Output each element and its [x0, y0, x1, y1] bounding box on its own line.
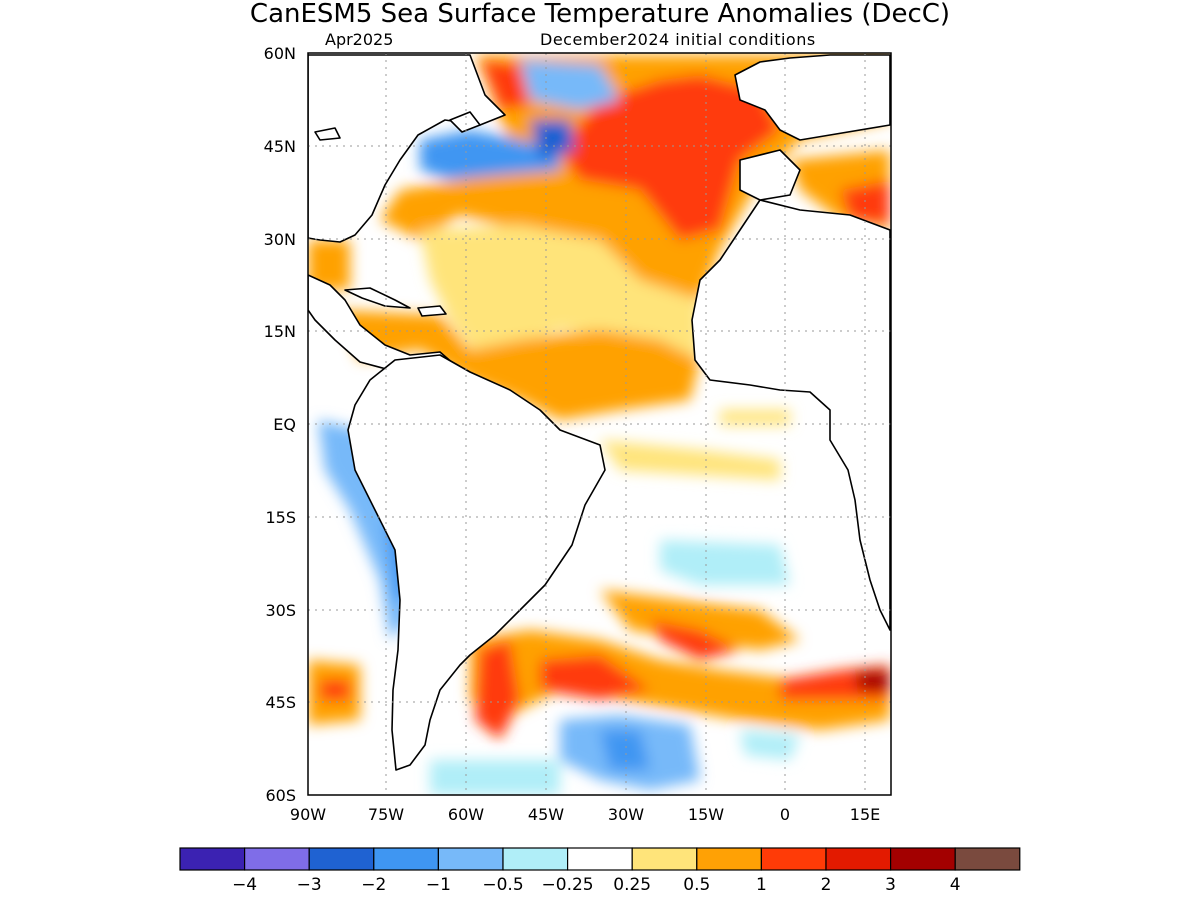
anomaly-patch: [308, 240, 350, 290]
y-tick-label: 60N: [264, 44, 296, 63]
colorbar-swatch: [631, 847, 698, 871]
colorbar-swatch: [760, 847, 827, 871]
colorbar-swatch: [954, 847, 1021, 871]
x-tick-label: 15W: [688, 805, 724, 824]
x-tick-label: 60W: [448, 805, 484, 824]
land: [308, 54, 891, 771]
y-tick-label: 30N: [264, 230, 296, 249]
colorbar-label: −4: [232, 875, 257, 895]
chart-subtitle-right: December2024 initial conditions: [540, 30, 816, 49]
colorbar-label: −0.5: [482, 875, 523, 895]
colorbar-label: 0.25: [613, 875, 651, 895]
anomaly-patch: [540, 655, 650, 700]
anomaly-patch: [560, 75, 780, 240]
anomaly-patch: [520, 60, 620, 110]
colorbar-swatch: [502, 847, 569, 871]
anomaly-patch: [600, 440, 780, 480]
colorbar-swatch: [373, 847, 439, 871]
anomaly-patch: [320, 680, 350, 700]
colorbar-label: 2: [821, 875, 832, 895]
anomaly-patch: [650, 620, 740, 660]
anomaly-patch: [340, 310, 700, 420]
grid: [308, 53, 891, 795]
y-tick-label: 45N: [264, 137, 296, 156]
colorbar-label: 0.5: [683, 875, 710, 895]
great-lake: [314, 127, 341, 141]
colorbar-swatch: [825, 847, 892, 871]
europe: [734, 54, 891, 141]
colorbar-swatch: [696, 847, 762, 871]
y-tick-label: 30S: [265, 601, 296, 620]
north-america: [308, 54, 506, 243]
plot-frame: [307, 52, 892, 796]
anomaly-patch: [720, 410, 790, 425]
anomaly-patch: [855, 670, 890, 692]
anomaly-patch: [475, 640, 520, 740]
y-axis: 60N 45N 30N 15N EQ 15S 30S 45S 60S: [264, 44, 296, 805]
south-america: [347, 354, 606, 771]
y-tick-label: 15S: [265, 508, 296, 527]
colorbar-label: −2: [361, 875, 386, 895]
anomaly-patch: [318, 420, 410, 640]
colorbar-label: 1: [756, 875, 767, 895]
anomaly-patch: [740, 730, 800, 760]
newfoundland: [449, 111, 481, 133]
colorbar-label: −1: [426, 875, 451, 895]
anomaly-patch: [430, 760, 560, 795]
chart-title: CanESM5 Sea Surface Temperature Anomalie…: [250, 0, 950, 29]
colorbar: −4 −3 −2 −1 −0.5 −0.25 0.25 0.5 1 2 3 4: [179, 847, 1021, 895]
colorbar-label: −0.25: [542, 875, 594, 895]
chart-subtitle-left: Apr2025: [325, 30, 393, 49]
colorbar-label: 3: [885, 875, 896, 895]
x-tick-label: 75W: [368, 805, 404, 824]
y-tick-label: 45S: [265, 693, 296, 712]
anomaly-patch: [600, 730, 650, 770]
plot-area: [308, 53, 891, 795]
anomaly-field: [308, 55, 890, 795]
x-tick-label: 45W: [528, 805, 564, 824]
anomaly-patch: [660, 540, 790, 585]
anomaly-patch: [420, 225, 700, 360]
x-tick-label: 0: [780, 805, 790, 824]
colorbar-label: 4: [950, 875, 961, 895]
colorbar-swatch: [889, 847, 956, 871]
y-tick-label: EQ: [273, 415, 296, 434]
x-tick-label: 90W: [290, 805, 326, 824]
africa: [691, 199, 891, 631]
y-tick-label: 60S: [265, 786, 296, 805]
hispaniola: [417, 305, 447, 317]
anomaly-patch: [420, 130, 560, 180]
y-tick-label: 15N: [264, 322, 296, 341]
x-axis: 90W 75W 60W 45W 30W 15W 0 15E: [290, 805, 880, 824]
colorbar-label: −3: [297, 875, 322, 895]
x-tick-label: 30W: [608, 805, 644, 824]
colorbar-swatch: [437, 847, 504, 871]
anomaly-patch: [840, 180, 890, 225]
colorbar-swatch: [179, 847, 246, 871]
colorbar-swatch: [244, 847, 310, 871]
anomaly-patch: [600, 590, 800, 650]
colorbar-swatch: [308, 847, 375, 871]
x-tick-label: 15E: [850, 805, 880, 824]
anomaly-patch: [530, 120, 575, 160]
colorbar-swatch: [566, 847, 633, 871]
anomaly-patch: [480, 60, 530, 110]
cuba: [344, 287, 411, 309]
